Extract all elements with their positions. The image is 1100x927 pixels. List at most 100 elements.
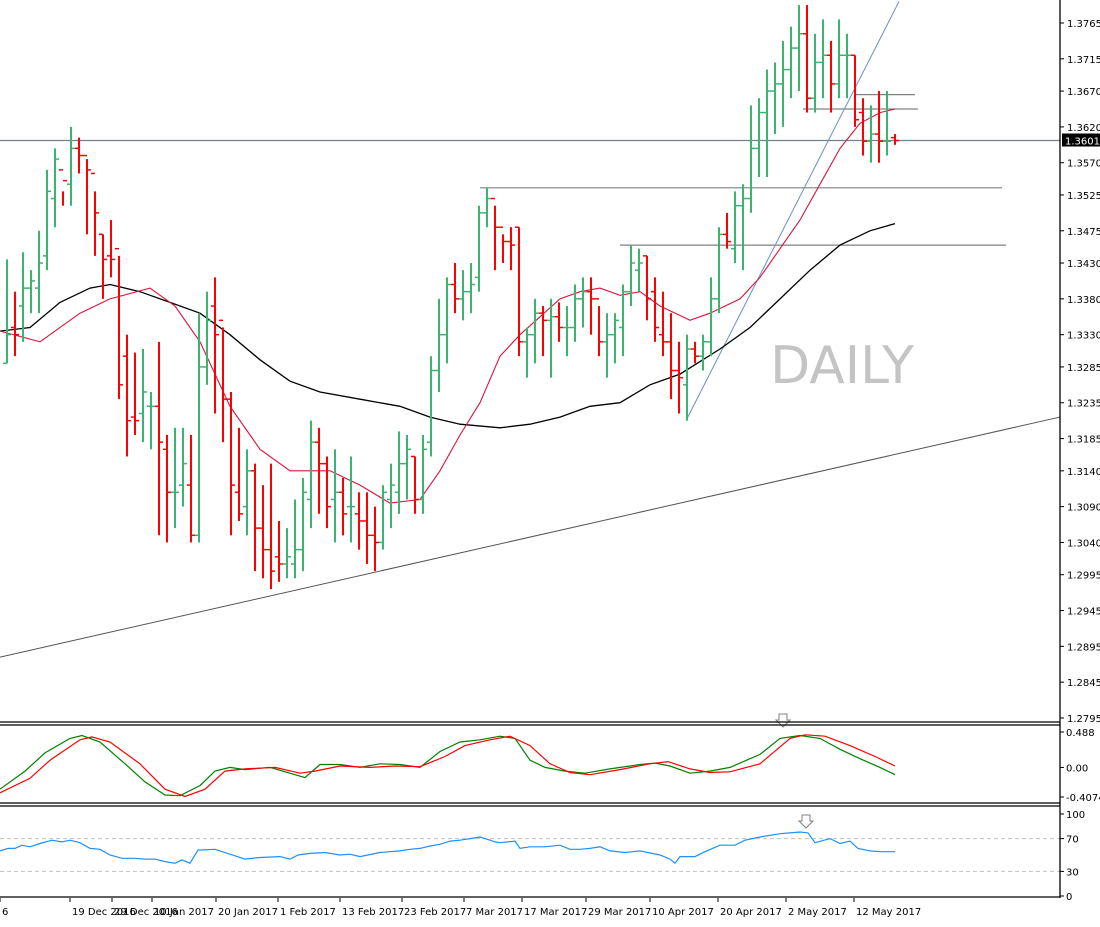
ohlc-bar <box>275 520 283 582</box>
ohlc-bar <box>851 54 859 127</box>
ohlc-bar <box>243 449 251 536</box>
ohlc-bar <box>619 284 627 357</box>
ohlc-bar <box>811 33 819 113</box>
price-tick-label: 1.3765 <box>1067 19 1100 30</box>
ohlc-bar <box>203 291 211 385</box>
ohlc-bar <box>363 492 371 564</box>
date-tick-label: 23 Feb 2017 <box>404 907 466 918</box>
ohlc-bar <box>483 187 491 228</box>
ohlc-bar <box>331 449 339 543</box>
ohlc-bar <box>555 302 563 342</box>
pane-separators[interactable] <box>0 721 1060 898</box>
current-price-badge <box>1062 133 1100 147</box>
ohlc-bar <box>155 341 163 536</box>
trendline[interactable] <box>685 1 900 421</box>
ohlc-bar <box>267 463 275 590</box>
ohlc-bar <box>467 263 475 314</box>
trendlines[interactable] <box>0 1 1061 658</box>
ohlc-bar <box>763 69 771 178</box>
ohlc-bar <box>371 506 379 572</box>
rsi-tick-label: 70 <box>1066 835 1079 846</box>
current-price-label: 1.3601 <box>1065 137 1100 148</box>
price-tick-label: 1.3380 <box>1067 295 1100 306</box>
ohlc-bar <box>195 313 203 543</box>
ohlc-bar <box>315 427 323 514</box>
oscillator-pane[interactable] <box>0 713 896 798</box>
ohlc-bar <box>843 33 851 99</box>
ohlc-bar <box>859 98 867 156</box>
price-tick-label: 1.3140 <box>1067 467 1100 478</box>
ohlc-bars <box>3 5 899 590</box>
ohlc-bar <box>835 19 843 99</box>
date-tick-label: 7 Mar 2017 <box>466 907 523 918</box>
ohlc-bar <box>443 277 451 364</box>
date-tick-label: 2 May 2017 <box>788 907 847 918</box>
ohlc-bar <box>523 327 531 378</box>
ohlc-bar <box>227 391 235 536</box>
ohlc-bar <box>891 134 899 145</box>
rsi-pane[interactable] <box>0 814 1060 872</box>
price-tick-label: 1.3475 <box>1067 227 1100 238</box>
ohlc-bar <box>235 427 243 521</box>
ohlc-bar <box>435 298 443 392</box>
price-tick-label: 1.2945 <box>1067 607 1100 618</box>
ohlc-bar <box>507 227 515 271</box>
date-tick-label: 17 Mar 2017 <box>524 907 587 918</box>
slow-ma-line <box>0 222 896 429</box>
oscillator-tick-label: -0.4074 <box>1066 793 1100 804</box>
ohlc-bar <box>27 270 35 314</box>
date-tick-label: 13 Feb 2017 <box>342 907 404 918</box>
ohlc-bar <box>587 277 595 335</box>
rsi-tick-label: 30 <box>1066 867 1079 878</box>
ohlc-bar <box>339 477 347 536</box>
trendline[interactable] <box>0 416 1061 658</box>
price-tick-label: 1.2795 <box>1067 714 1100 725</box>
ohlc-bar <box>595 298 603 357</box>
ohlc-bar <box>59 169 67 206</box>
rsi-line <box>0 831 895 865</box>
ohlc-bar <box>699 334 707 371</box>
down-arrow-icon[interactable] <box>797 814 815 829</box>
ohlc-bar <box>571 284 579 342</box>
ohlc-bar <box>75 137 83 174</box>
ohlc-bar <box>179 427 187 507</box>
ohlc-bar <box>219 319 227 443</box>
date-tick-label: 10 Jan 2017 <box>154 907 214 918</box>
ohlc-bar <box>107 220 115 278</box>
date-tick-label: 6 <box>2 907 8 918</box>
price-tick-label: 1.2995 <box>1067 571 1100 582</box>
price-axis[interactable]: 1.3765 1.3715 1.3670 1.3620 1.3570 1.3525 1.34… <box>1059 0 1100 903</box>
down-arrow-icon[interactable] <box>774 713 792 728</box>
ohlc-bar <box>723 212 731 249</box>
date-tick-label: 20 Apr 2017 <box>720 907 782 918</box>
ohlc-bar <box>827 40 835 113</box>
oscillator-tick-label: 0.488 <box>1066 728 1095 739</box>
ohlc-bar <box>715 227 723 314</box>
ohlc-bar <box>651 277 659 342</box>
ohlc-bar <box>11 291 19 357</box>
ohlc-bar <box>547 298 555 378</box>
ohlc-bar <box>419 434 427 514</box>
ohlc-bar <box>779 40 787 127</box>
ohlc-bar <box>291 499 299 579</box>
ohlc-bar <box>19 252 27 342</box>
ohlc-bar <box>803 5 811 113</box>
price-pane[interactable]: DAILY <box>0 1 1061 658</box>
price-tick-label: 1.3185 <box>1067 435 1100 446</box>
ohlc-bar <box>35 230 43 314</box>
ohlc-bar <box>299 477 307 572</box>
price-tick-label: 1.3670 <box>1067 87 1100 98</box>
ohlc-bar <box>675 341 683 414</box>
ohlc-bar <box>491 197 499 271</box>
ohlc-bar <box>347 456 355 543</box>
ohlc-bar <box>459 270 467 321</box>
ohlc-bar <box>139 349 147 443</box>
ohlc-bar <box>499 226 507 264</box>
ohlc-bar <box>379 485 387 550</box>
price-tick-label: 1.2845 <box>1067 678 1100 689</box>
price-tick-label: 1.3715 <box>1067 55 1100 66</box>
ohlc-bar <box>251 463 259 572</box>
